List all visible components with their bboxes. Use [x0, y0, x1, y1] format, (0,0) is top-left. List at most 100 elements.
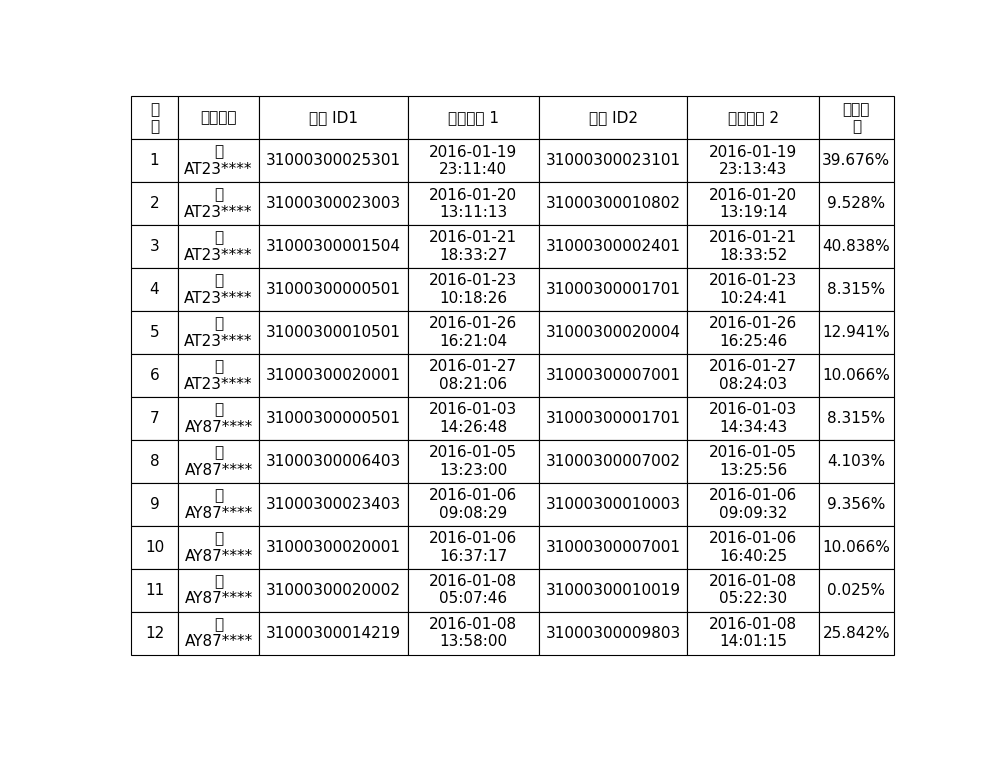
Bar [539, 268, 687, 311]
Bar [259, 483, 408, 526]
Text: 8.315%: 8.315% [827, 282, 885, 297]
Text: 卡口 ID1: 卡口 ID1 [309, 110, 358, 125]
Bar [819, 268, 894, 311]
Text: 31000300001504: 31000300001504 [266, 239, 401, 254]
Text: 31000300007001: 31000300007001 [546, 368, 681, 383]
Bar [259, 440, 408, 483]
Text: 31000300000501: 31000300000501 [266, 282, 401, 297]
Text: 31000300020001: 31000300020001 [266, 540, 401, 555]
Bar [819, 354, 894, 397]
Bar [259, 568, 408, 612]
Bar [819, 612, 894, 655]
Text: 9.528%: 9.528% [827, 196, 885, 212]
Text: 12: 12 [145, 626, 164, 641]
Bar [178, 96, 259, 139]
Bar [408, 612, 539, 655]
Text: 25.842%: 25.842% [823, 626, 890, 641]
Text: 31000300010003: 31000300010003 [546, 497, 681, 512]
Bar [131, 96, 178, 139]
Text: 31000300023101: 31000300023101 [546, 154, 681, 168]
Bar [819, 311, 894, 354]
Text: 2016-01-27
08:21:06: 2016-01-27 08:21:06 [429, 359, 517, 392]
Bar [131, 268, 178, 311]
Bar [539, 183, 687, 225]
Text: 2016-01-08
05:07:46: 2016-01-08 05:07:46 [429, 574, 517, 607]
Text: 浙
AY87****: 浙 AY87**** [184, 445, 253, 478]
Bar [178, 225, 259, 268]
Bar [539, 526, 687, 568]
Bar [539, 612, 687, 655]
Bar [408, 311, 539, 354]
Bar [178, 568, 259, 612]
Text: 2016-01-19
23:11:40: 2016-01-19 23:11:40 [429, 144, 517, 177]
Bar [687, 311, 819, 354]
Text: 卡口 ID2: 卡口 ID2 [589, 110, 638, 125]
Bar [687, 354, 819, 397]
Bar [819, 568, 894, 612]
Bar [131, 183, 178, 225]
Text: 2016-01-08
14:01:15: 2016-01-08 14:01:15 [709, 617, 797, 649]
Bar [259, 311, 408, 354]
Bar [408, 268, 539, 311]
Text: 31000300010501: 31000300010501 [266, 325, 401, 340]
Text: 9.356%: 9.356% [827, 497, 886, 512]
Text: 2016-01-06
09:09:32: 2016-01-06 09:09:32 [709, 488, 797, 520]
Text: 2016-01-03
14:34:43: 2016-01-03 14:34:43 [709, 403, 797, 435]
Bar [687, 568, 819, 612]
Bar [131, 440, 178, 483]
Bar [687, 483, 819, 526]
Bar [408, 183, 539, 225]
Bar [178, 354, 259, 397]
Text: 经过时间 2: 经过时间 2 [728, 110, 779, 125]
Text: 31000300025301: 31000300025301 [266, 154, 401, 168]
Text: 31000300014219: 31000300014219 [266, 626, 401, 641]
Bar [259, 397, 408, 440]
Bar [131, 311, 178, 354]
Text: 31000300009803: 31000300009803 [546, 626, 681, 641]
Bar [131, 483, 178, 526]
Bar [131, 397, 178, 440]
Bar [687, 440, 819, 483]
Text: 序
号: 序 号 [150, 102, 159, 134]
Bar [131, 568, 178, 612]
Bar [131, 225, 178, 268]
Bar [408, 139, 539, 183]
Bar [687, 183, 819, 225]
Bar [178, 526, 259, 568]
Text: 2016-01-08
13:58:00: 2016-01-08 13:58:00 [429, 617, 517, 649]
Bar [259, 354, 408, 397]
Bar [819, 139, 894, 183]
Text: 5: 5 [150, 325, 159, 340]
Text: 2016-01-27
08:24:03: 2016-01-27 08:24:03 [709, 359, 797, 392]
Text: 2016-01-19
23:13:43: 2016-01-19 23:13:43 [709, 144, 797, 177]
Text: 39.676%: 39.676% [822, 154, 890, 168]
Text: 31000300001701: 31000300001701 [546, 282, 681, 297]
Text: 31000300002401: 31000300002401 [546, 239, 681, 254]
Text: 2016-01-06
16:40:25: 2016-01-06 16:40:25 [709, 531, 797, 564]
Text: 11: 11 [145, 583, 164, 597]
Bar [259, 139, 408, 183]
Bar [259, 526, 408, 568]
Text: 10: 10 [145, 540, 164, 555]
Bar [408, 96, 539, 139]
Bar [539, 225, 687, 268]
Bar [259, 268, 408, 311]
Bar [539, 568, 687, 612]
Bar [539, 96, 687, 139]
Bar [408, 397, 539, 440]
Bar [259, 225, 408, 268]
Text: 2016-01-06
16:37:17: 2016-01-06 16:37:17 [429, 531, 517, 564]
Text: 浙
AY87****: 浙 AY87**** [184, 531, 253, 564]
Bar [408, 225, 539, 268]
Bar [819, 96, 894, 139]
Bar [819, 440, 894, 483]
Text: 40.838%: 40.838% [822, 239, 890, 254]
Text: 2016-01-21
18:33:52: 2016-01-21 18:33:52 [709, 231, 797, 263]
Bar [539, 139, 687, 183]
Text: 4: 4 [150, 282, 159, 297]
Text: 2016-01-05
13:23:00: 2016-01-05 13:23:00 [429, 445, 517, 478]
Text: 0.025%: 0.025% [827, 583, 885, 597]
Text: 2016-01-20
13:19:14: 2016-01-20 13:19:14 [709, 187, 797, 220]
Bar [819, 225, 894, 268]
Text: 浙
AT23****: 浙 AT23**** [184, 187, 253, 220]
